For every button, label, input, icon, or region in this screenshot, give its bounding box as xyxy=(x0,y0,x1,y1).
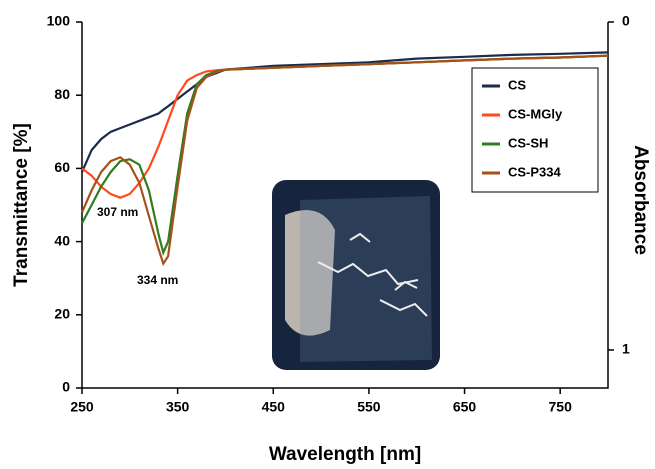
y-tick-label: 20 xyxy=(54,306,70,322)
annotation: 307 nm xyxy=(97,205,138,219)
y-axis-title: Transmittance [%] xyxy=(11,123,32,287)
y2-tick-label: 1 xyxy=(622,341,630,357)
y-tick-label: 100 xyxy=(47,13,71,29)
x-tick-label: 350 xyxy=(166,399,190,415)
y-tick-label: 0 xyxy=(62,379,70,395)
x-tick-label: 450 xyxy=(262,399,286,415)
legend-text: CS-MGly xyxy=(508,106,563,121)
x-tick-label: 750 xyxy=(549,399,573,415)
y-tick-label: 60 xyxy=(54,159,70,175)
x-tick-label: 550 xyxy=(357,399,381,415)
x-axis-title: Wavelength [nm] xyxy=(269,444,421,465)
y-tick-label: 80 xyxy=(54,86,70,102)
page: {"chart_data": {"type": "line", "xlabel"… xyxy=(0,0,655,469)
inset-film xyxy=(300,196,432,362)
legend-text: CS xyxy=(508,77,526,92)
y-tick-label: 40 xyxy=(54,232,70,248)
y2-axis-title: Absorbance xyxy=(630,145,651,255)
y2-tick-label: 0 xyxy=(622,13,630,29)
x-tick-label: 250 xyxy=(70,399,94,415)
x-tick-label: 650 xyxy=(453,399,477,415)
legend-text: CS-P334 xyxy=(508,164,562,179)
chart: Wavelength [nm] Transmittance [%] Absorb… xyxy=(0,0,655,469)
legend-text: CS-SH xyxy=(508,135,548,150)
annotation: 334 nm xyxy=(137,273,178,287)
